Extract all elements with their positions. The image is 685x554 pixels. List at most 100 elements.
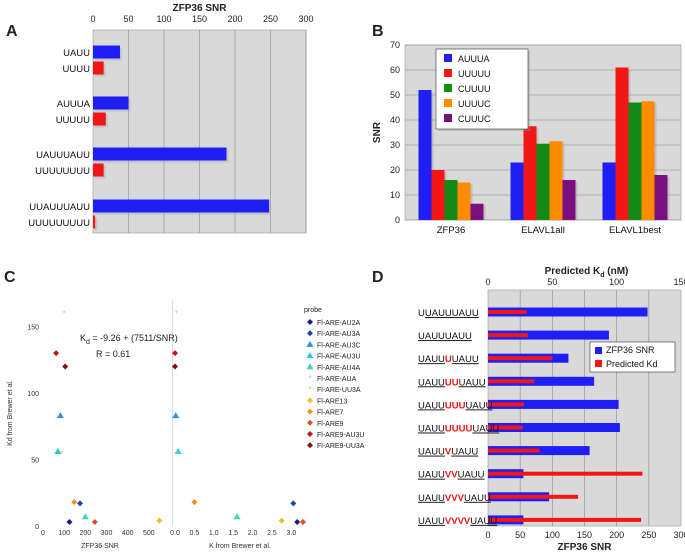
panel-c-point-snr: * [63,309,66,318]
panel-b-legend-label: UUUUU [458,69,491,79]
panel-b-y-tick-label: 30 [390,140,400,150]
panel-c-point-snr [54,448,62,455]
panel-b-bar [470,203,484,220]
panel-c-legend-marker: * [308,385,311,394]
panel-a-category-label: AUUUA [57,99,91,110]
panel-b-legend-label: CUUUU [458,84,491,94]
panel-c-point-snr [71,499,78,506]
panel-letter-d: D [372,269,384,286]
panel-c-left-x-tick-label: 200 [79,530,91,537]
panel-c-point-k [172,412,180,419]
panel-d-kd-bar [488,310,527,314]
panel-a-bar [93,147,227,161]
panel-c-left-x-tick-label: 400 [122,530,134,537]
panel-d-sequence-label: UAUUVVUAUU [418,470,485,481]
panel-a-title: ZFP36 SNR [173,3,228,14]
panel-a-x-tick-label: 200 [227,14,242,24]
panel-d-kd-bar [488,517,642,522]
panel-c-legend-marker [306,340,314,347]
panel-c-right-x-tick-label: 2.0 [248,530,258,537]
panel-c-left-x-tick-label: 500 [143,530,155,537]
panel-c-y-tick-label: 150 [27,325,39,332]
panel-c-point-snr [156,517,163,524]
panel-c-point-k [191,499,198,506]
panel-c-legend-marker [307,408,313,415]
panel-a-bar [93,112,106,126]
panel-a-category-label: UUAUUUAUU [29,202,90,213]
panel-b-bar [641,101,655,220]
panel-b-legend-swatch [444,69,452,77]
panel-d-top-x-tick-label: 150 [673,277,685,287]
panel-b-legend-swatch [444,84,452,92]
panel-d-top-x-tick-label: 0 [485,277,490,287]
panel-letter-a: A [6,23,18,40]
panel-c-point-snr [81,513,89,520]
panel-d-kd-bar [488,425,523,430]
panel-b-bar [562,180,576,220]
panel-c-point-k [172,350,178,357]
panel-d-kd-bar [488,333,528,338]
panel-a-category-label: UUUUU [56,115,90,126]
panel-d-kd-bar [488,471,643,476]
panel-c-legend-label: Fl-ARE-AU3C [317,342,361,349]
panel-c-point-k [278,517,285,524]
panel-d-sequence-label: UAUUVVVUAUU [418,493,491,504]
panel-c-legend-label: Fl-ARE9 [317,421,344,428]
panel-d-kd-bar [488,356,553,361]
panel-d-sequence-label: UAUUUUUUUAUU [418,424,499,435]
panel-b-y-tick-label: 40 [390,115,400,125]
panel-c-point-snr [53,350,60,357]
panel-c-legend-label: Fl-ARE9-UU3A [317,443,365,450]
panel-d-top-x-tick-label: 100 [609,277,624,287]
panel-d-snr-bar [488,307,648,317]
panel-letter-b: B [372,23,384,40]
panel-c-legend-label: Fl-ARE9-AU3U [317,432,364,439]
panel-b-y-axis-label: SNR [372,121,383,143]
panel-b-y-tick-label: 60 [390,65,400,75]
panel-d-legend-label: ZFP36 SNR [606,345,655,355]
panel-b-category-label: ELAVL1all [521,225,565,236]
panel-b-bar [444,180,458,220]
panel-c-legend-label: Fl-ARE13 [317,398,347,405]
panel-d-sequence-label: UAUUUUUUAUU [418,400,493,411]
panel-b-bar [418,90,432,220]
panel-c-legend-label: Fl-ARE-AU2A [317,320,361,327]
panel-d-top-axis-title: Predicted Kd (nM) [545,266,629,279]
panel-c-point-k [294,519,301,526]
panel-c-point-k [174,448,182,455]
panel-c-legend-marker [307,442,313,449]
panel-c-point-snr [77,500,84,507]
panel-c-left-x-tick-label: 300 [101,530,113,537]
panel-c-left-x-axis-label: ZFP36 SNR [81,543,119,550]
panel-d-kd-bar [488,494,579,499]
panel-d-sequence-label: UAUUUAUU [418,331,472,342]
panel-d-kd-bar [488,448,540,453]
panel-d-bottom-x-tick-label: 150 [577,530,592,540]
panel-d-snr-bar [488,376,595,386]
panel-d-legend-label: Predicted Kd [606,359,658,369]
panel-b-bar [654,175,668,220]
panel-b-bar [457,182,471,220]
panel-c-legend-label: Fl-ARE-AUA [317,376,357,383]
panel-c-point-snr [62,363,69,370]
panel-d-kd-bar [488,379,535,384]
panel-c-legend-marker [307,397,313,404]
panel-b-legend-swatch [444,114,452,122]
panel-c-legend-label: Fl-ARE-AU3A [317,331,361,338]
panel-b-bar [628,102,642,220]
panel-c-legend-label: Fl-ARE-AU3U [317,354,361,361]
panel-d-legend [589,341,676,373]
panel-c-right-x-tick-label: 0.0 [170,530,180,537]
panel-c-point-k [233,513,241,520]
panel-a-x-tick-label: 250 [263,14,278,24]
panel-d-bottom-axis-label: ZFP36 SNR [558,542,613,553]
panel-b-legend-label: CUUUC [458,114,491,124]
panel-d-bottom-x-tick-label: 300 [673,530,685,540]
panel-c-right-x-tick-label: 1.0 [209,530,219,537]
panel-d-sequence-label: UAUUUUUAUU [418,377,486,388]
panel-b-category-label: ZFP36 [437,225,466,236]
panel-c-right-x-tick-label: 0.5 [190,530,200,537]
panel-b-legend-swatch [444,54,452,62]
panel-b-y-tick-label: 70 [390,40,400,50]
panel-c-right-x-tick-label: 2.5 [267,530,277,537]
